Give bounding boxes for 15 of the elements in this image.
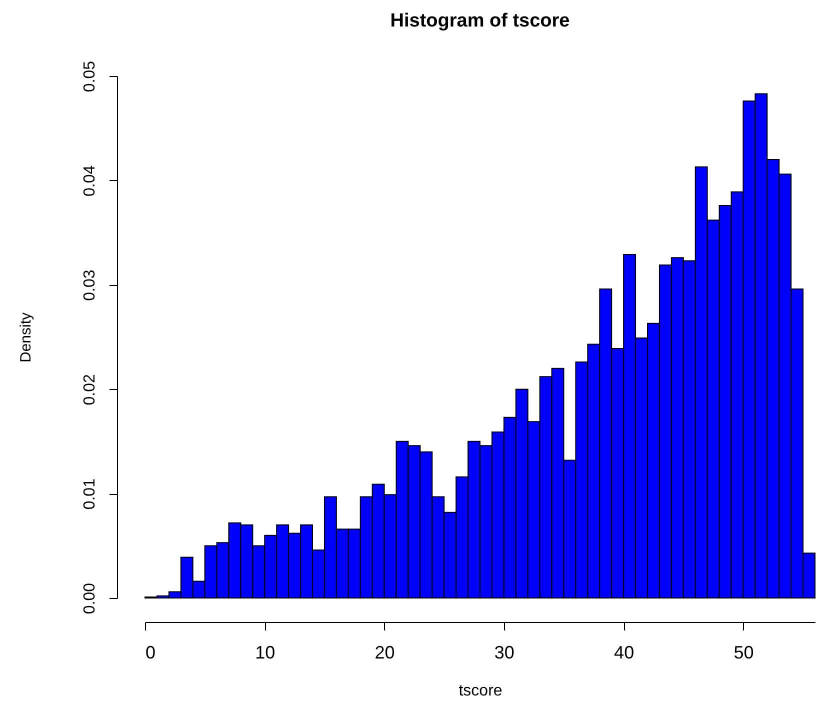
x-tick-label: 20 xyxy=(374,642,395,662)
y-tick-label: 0.00 xyxy=(82,582,98,614)
x-tick-label: 30 xyxy=(494,642,514,662)
x-axis-title: tscore xyxy=(458,682,502,700)
y-tick-label: 0.03 xyxy=(82,270,98,301)
y-tick-label: 0.05 xyxy=(82,60,98,92)
y-tick-label: 0.02 xyxy=(82,374,98,406)
y-tick-label: 0.04 xyxy=(82,165,98,196)
y-tick-label: 0.01 xyxy=(82,478,98,510)
x-tick-label: 40 xyxy=(614,642,634,662)
chart-title: Histogram of tscore xyxy=(390,10,570,32)
x-tick-label: 0 xyxy=(146,642,156,662)
x-tick-label: 50 xyxy=(734,642,754,662)
y-axis-title: Density xyxy=(18,312,34,363)
x-tick-label: 10 xyxy=(255,642,276,662)
